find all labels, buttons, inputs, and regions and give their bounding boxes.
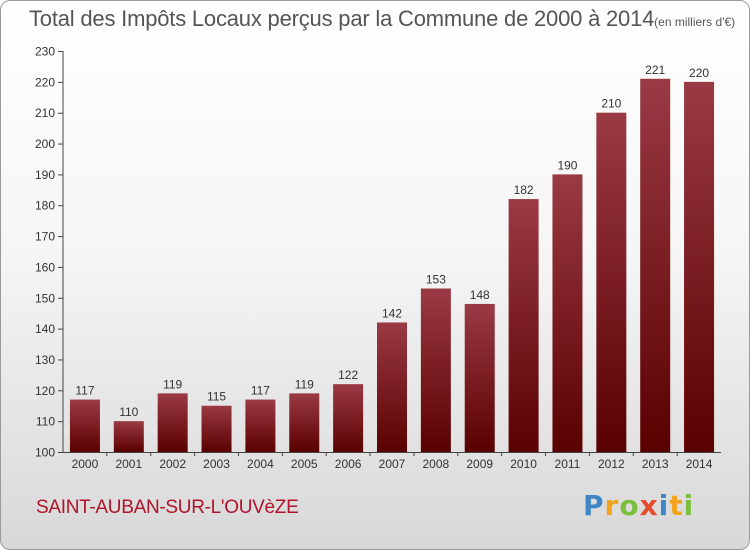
data-label: 221 — [645, 63, 665, 77]
data-label: 119 — [163, 377, 182, 391]
brand-letter: i — [658, 489, 670, 522]
data-label: 117 — [251, 384, 270, 398]
y-tick-label: 100 — [35, 446, 55, 460]
data-label: 210 — [601, 97, 621, 111]
bar-2005 — [289, 393, 320, 452]
data-label: 153 — [426, 273, 446, 287]
x-tick-label: 2002 — [159, 457, 186, 471]
brand-letter: o — [619, 489, 640, 522]
brand-letter: i — [683, 489, 695, 522]
x-tick-label: 2013 — [642, 457, 669, 471]
y-tick-label: 120 — [35, 384, 55, 398]
brand-letter: x — [639, 489, 659, 522]
proxiti-logo[interactable]: Proxiti — [583, 489, 694, 522]
y-tick-label: 170 — [35, 230, 55, 244]
data-label: 182 — [514, 183, 534, 197]
bar-2011 — [552, 174, 583, 452]
x-tick-label: 2001 — [115, 457, 142, 471]
bar-2010 — [508, 199, 539, 452]
y-tick-label: 220 — [35, 75, 55, 89]
x-tick-label: 2003 — [203, 457, 230, 471]
y-tick-label: 110 — [36, 415, 55, 429]
bar-2014 — [684, 81, 715, 452]
bar-2008 — [420, 288, 451, 452]
title-unit: (en milliers d'€) — [654, 15, 736, 29]
data-label: 119 — [295, 377, 314, 391]
data-label: 190 — [557, 158, 577, 172]
data-label: 220 — [689, 66, 709, 80]
brand-letter: P — [583, 489, 605, 522]
bar-2009 — [464, 303, 495, 452]
x-tick-label: 2000 — [72, 457, 99, 471]
x-tick-label: 2009 — [466, 457, 493, 471]
commune-name: SAINT-AUBAN-SUR-L'OUVèZE — [36, 497, 299, 518]
bar-2001 — [113, 421, 144, 452]
x-tick-label: 2008 — [423, 457, 450, 471]
brand-letter: t — [669, 489, 684, 522]
y-tick-label: 210 — [35, 106, 55, 120]
data-label: 117 — [75, 384, 94, 398]
y-tick-label: 150 — [35, 291, 55, 305]
brand-letter: r — [604, 489, 620, 522]
data-label: 110 — [119, 405, 138, 419]
bar-2000 — [69, 399, 100, 452]
x-tick-label: 2010 — [510, 457, 537, 471]
y-tick-label: 160 — [35, 260, 55, 274]
bar-2002 — [157, 393, 188, 452]
y-tick-label: 190 — [35, 168, 55, 182]
y-tick-label: 130 — [35, 353, 55, 367]
x-tick-label: 2004 — [247, 457, 274, 471]
bar-2006 — [333, 384, 364, 452]
x-tick-label: 2005 — [291, 457, 318, 471]
y-tick-label: 200 — [35, 137, 55, 151]
data-label: 115 — [207, 390, 226, 404]
bar-2004 — [245, 399, 276, 452]
data-label: 148 — [470, 288, 490, 302]
x-tick-label: 2012 — [598, 457, 625, 471]
bar-2012 — [596, 112, 627, 452]
x-tick-label: 2007 — [379, 457, 406, 471]
chart-title: Total des Impôts Locaux perçus par la Co… — [29, 6, 735, 32]
x-tick-label: 2014 — [686, 457, 713, 471]
data-label: 142 — [382, 306, 402, 320]
x-tick-label: 2006 — [335, 457, 362, 471]
bar-2007 — [377, 322, 407, 452]
x-tick-label: 2011 — [555, 457, 581, 471]
bar-2003 — [201, 405, 232, 452]
bar-2013 — [640, 78, 671, 452]
data-label: 122 — [338, 368, 358, 382]
y-tick-label: 230 — [35, 45, 55, 59]
y-tick-label: 140 — [35, 322, 55, 336]
y-tick-label: 180 — [35, 199, 55, 213]
title-main: Total des Impôts Locaux perçus par la Co… — [29, 6, 655, 31]
